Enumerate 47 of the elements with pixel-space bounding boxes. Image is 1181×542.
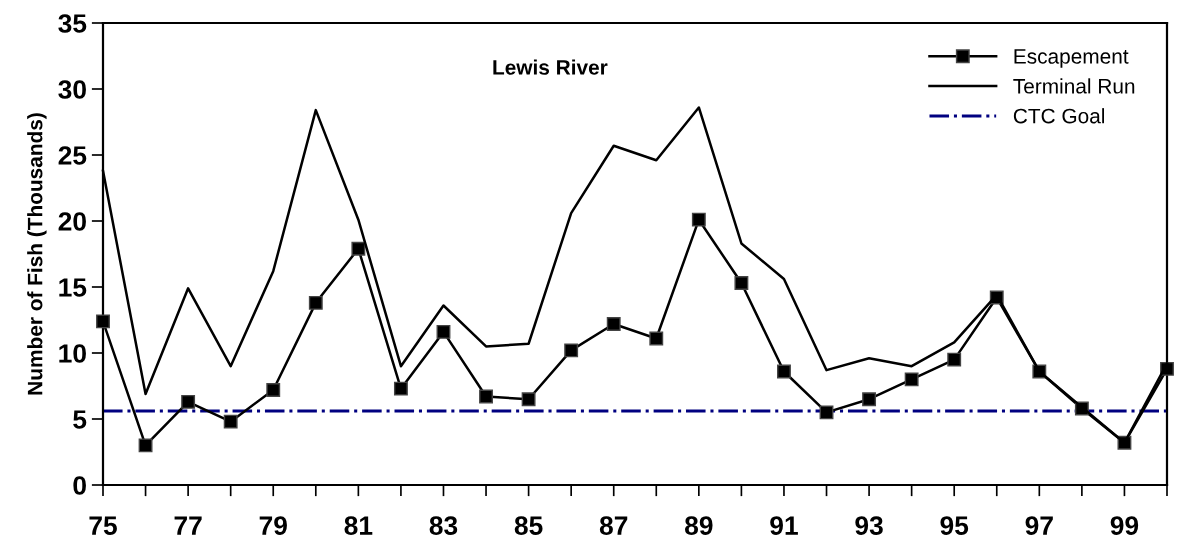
y-tick-label: 0 xyxy=(73,476,86,495)
point xyxy=(777,364,791,379)
point xyxy=(96,314,110,329)
legend-label: Terminal Run xyxy=(1013,78,1135,94)
point xyxy=(947,352,962,367)
point xyxy=(862,392,877,407)
y-tick-label: 5 xyxy=(73,410,87,429)
point xyxy=(393,381,408,396)
x-tick-label: 79 xyxy=(259,516,287,535)
point xyxy=(691,212,706,227)
x-tick-label: 77 xyxy=(174,516,202,535)
y-tick-label: 25 xyxy=(58,146,87,165)
point xyxy=(649,331,664,346)
legend-label: CTC Goal xyxy=(1013,108,1105,124)
x-tick-label: 81 xyxy=(344,516,373,535)
point xyxy=(904,372,919,387)
legend-label: Escapement xyxy=(1014,49,1129,68)
point xyxy=(223,414,238,429)
x-tick-label: 89 xyxy=(685,516,713,535)
point xyxy=(606,317,621,331)
x-tick-label: 99 xyxy=(1110,516,1139,535)
point xyxy=(436,324,451,339)
y-tick-label: 20 xyxy=(58,212,86,231)
x-tick-label: 85 xyxy=(514,516,543,535)
point xyxy=(266,383,281,397)
y-tick-label: 35 xyxy=(58,14,87,33)
y-axis-title: Number of Fish (Thousands) xyxy=(27,113,47,395)
point xyxy=(479,389,493,404)
x-tick-label: 91 xyxy=(770,516,798,535)
x-tick-label: 87 xyxy=(599,516,628,535)
point xyxy=(521,392,536,407)
point xyxy=(734,276,749,290)
y-tick-label: 10 xyxy=(59,344,86,363)
x-tick-label: 95 xyxy=(940,516,969,535)
point xyxy=(138,438,153,453)
x-tick-label: 83 xyxy=(429,516,458,535)
x-tick-label: 93 xyxy=(855,516,883,535)
point xyxy=(351,241,366,256)
y-tick-label: 15 xyxy=(59,278,87,297)
point xyxy=(819,405,834,420)
x-tick-label: 75 xyxy=(89,516,117,535)
y-tick-label: 30 xyxy=(58,80,86,99)
text: Lewis River xyxy=(493,59,608,75)
point xyxy=(564,343,579,358)
x-tick-label: 97 xyxy=(1025,516,1053,535)
point xyxy=(181,394,196,409)
point xyxy=(308,295,323,310)
